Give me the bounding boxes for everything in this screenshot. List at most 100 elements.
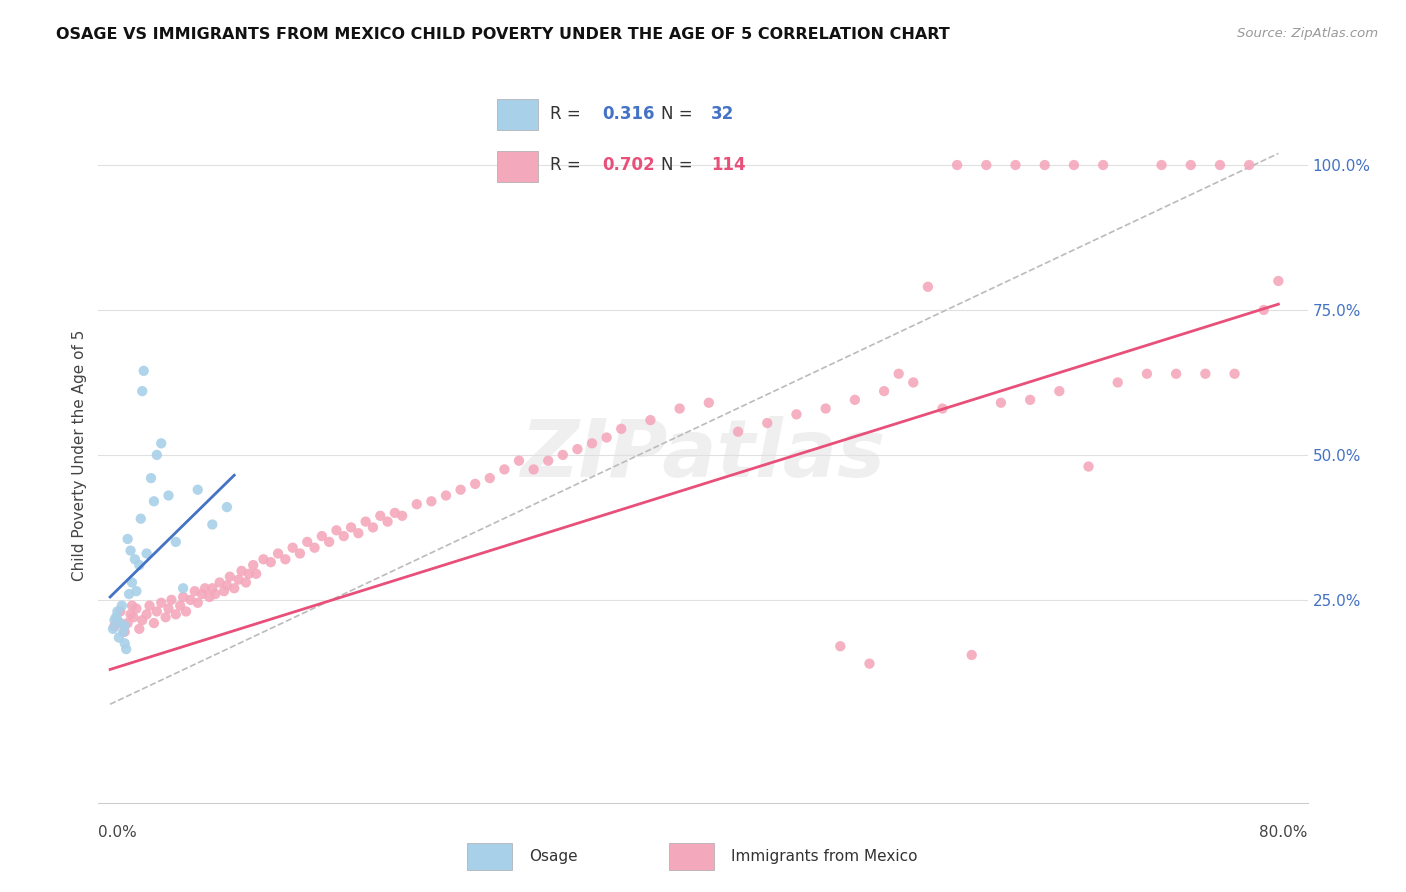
Point: [212, 584, 235, 599]
Point: [551, 448, 574, 462]
Text: 80.0%: 80.0%: [1260, 825, 1308, 840]
Text: Immigrants from Mexico: Immigrants from Mexico: [731, 849, 918, 863]
Point: [384, 506, 406, 520]
Point: [304, 541, 326, 555]
Point: [1253, 303, 1275, 318]
FancyBboxPatch shape: [467, 843, 512, 870]
Point: [946, 158, 969, 172]
Point: [120, 607, 142, 622]
Point: [1166, 367, 1188, 381]
Point: [184, 584, 207, 599]
Point: [610, 422, 633, 436]
Point: [903, 376, 925, 390]
Point: [131, 613, 153, 627]
Point: [464, 476, 486, 491]
Point: [191, 587, 214, 601]
Point: [1077, 459, 1099, 474]
Point: [595, 431, 617, 445]
Point: [104, 610, 127, 624]
Point: [128, 558, 150, 573]
Point: [960, 648, 983, 662]
Point: [1063, 158, 1085, 172]
Point: [135, 607, 157, 622]
Text: N =: N =: [661, 156, 699, 174]
Point: [537, 453, 560, 467]
FancyBboxPatch shape: [498, 99, 537, 130]
Point: [107, 605, 129, 619]
Point: [242, 558, 264, 573]
Point: [368, 508, 391, 523]
Y-axis label: Child Poverty Under the Age of 5: Child Poverty Under the Age of 5: [72, 329, 87, 581]
Point: [391, 508, 413, 523]
Point: [1004, 158, 1026, 172]
Point: [1033, 158, 1056, 172]
Point: [1237, 158, 1260, 172]
Point: [1223, 367, 1246, 381]
Point: [990, 396, 1012, 410]
Point: [494, 462, 516, 476]
Point: [128, 622, 150, 636]
Point: [146, 605, 169, 619]
Point: [785, 407, 807, 422]
Point: [887, 367, 910, 381]
Point: [201, 517, 224, 532]
Point: [668, 401, 690, 416]
Point: [228, 573, 250, 587]
Point: [146, 448, 169, 462]
Point: [340, 520, 363, 534]
Point: [974, 158, 997, 172]
Point: [756, 416, 779, 430]
Point: [830, 639, 852, 653]
Point: [377, 515, 399, 529]
Point: [125, 601, 148, 615]
Point: [201, 582, 224, 596]
Point: [103, 613, 125, 627]
Point: [114, 636, 136, 650]
Text: 0.0%: 0.0%: [98, 825, 138, 840]
Point: [150, 436, 173, 450]
Point: [1107, 376, 1129, 390]
Point: [1209, 158, 1232, 172]
Point: [215, 578, 238, 592]
Point: [405, 497, 427, 511]
Text: ZIPatlas: ZIPatlas: [520, 416, 886, 494]
Point: [917, 280, 939, 294]
Point: [347, 526, 370, 541]
Point: [115, 642, 138, 657]
Point: [198, 590, 221, 604]
Point: [508, 453, 530, 467]
Point: [361, 520, 384, 534]
Point: [478, 471, 501, 485]
Point: [187, 483, 209, 497]
Point: [581, 436, 603, 450]
Point: [172, 590, 194, 604]
Point: [142, 615, 165, 630]
Point: [260, 555, 283, 569]
Point: [318, 534, 340, 549]
Point: [108, 631, 131, 645]
Text: R =: R =: [550, 105, 586, 123]
Point: [1267, 274, 1289, 288]
Text: 0.702: 0.702: [603, 156, 655, 174]
Point: [138, 599, 160, 613]
Point: [332, 529, 354, 543]
Text: 114: 114: [711, 156, 745, 174]
Point: [165, 534, 187, 549]
Point: [814, 401, 837, 416]
Point: [858, 657, 880, 671]
Point: [101, 622, 124, 636]
Point: [124, 552, 146, 566]
Point: [110, 605, 132, 619]
Point: [139, 471, 162, 485]
Point: [697, 396, 720, 410]
Point: [931, 401, 953, 416]
Point: [1136, 367, 1159, 381]
Point: [245, 566, 267, 581]
Point: [215, 500, 238, 514]
Point: [267, 546, 290, 561]
Point: [174, 605, 197, 619]
Point: [325, 523, 347, 537]
Point: [114, 619, 136, 633]
Point: [1047, 384, 1070, 399]
Point: [142, 494, 165, 508]
